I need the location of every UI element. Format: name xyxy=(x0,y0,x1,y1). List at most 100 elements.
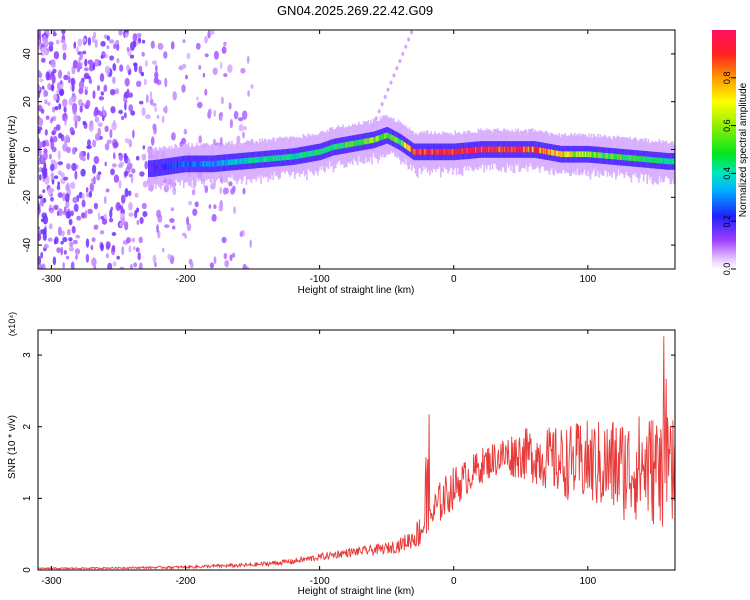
spectrogram-noise-cell xyxy=(87,59,94,65)
spectrogram-noise-cell xyxy=(85,253,90,263)
spectrogram-noise-cell xyxy=(92,164,97,174)
spectrogram-noise-cell xyxy=(54,106,59,111)
spectrogram-noise-cell xyxy=(181,137,187,145)
spectrogram-ridge-core xyxy=(406,143,408,150)
spectrogram-noise-cell xyxy=(76,215,82,221)
spectrogram-noise-cell xyxy=(62,262,65,269)
spectrogram-ridge-core xyxy=(318,149,320,155)
spectrogram-noise-cell xyxy=(38,229,42,236)
figure-title: GN04.2025.269.22.42.G09 xyxy=(277,3,433,18)
spectrogram-noise-cell xyxy=(128,190,132,197)
spectrogram-noise-cell xyxy=(38,174,42,181)
spectrogram-ridge-core xyxy=(321,148,324,154)
spectrogram-ridge-core xyxy=(259,156,261,163)
spectrogram-ridge-core xyxy=(185,161,187,167)
spectrogram-noise-cell xyxy=(52,68,57,74)
spectrogram-noise-cell xyxy=(50,59,56,68)
spectrogram-ridge-core xyxy=(251,157,254,164)
spectrogram-noise-cell xyxy=(233,206,237,215)
spectrogram-noise-cell xyxy=(64,206,67,213)
spectrogram-ridge-core xyxy=(471,147,473,154)
spectrogram-ridge-core xyxy=(393,135,395,142)
spectrogram-noise-cell xyxy=(220,114,223,121)
spectrogram-noise-cell xyxy=(75,254,78,260)
spectrogram-ridge-core xyxy=(660,157,663,164)
spectrogram-noise-cell xyxy=(109,89,116,96)
spectrogram-noise-cell xyxy=(78,80,85,90)
spectrogram-noise-cell xyxy=(124,101,127,111)
spectrogram-noise-cell xyxy=(108,39,115,44)
spectrogram-noise-cell xyxy=(91,257,97,267)
spectrogram-ridge-core xyxy=(233,159,236,165)
spectrogram-noise-cell xyxy=(114,88,120,95)
spectrogram-noise-cell xyxy=(152,123,157,131)
spectrogram-ridge-core xyxy=(478,146,481,153)
spectrogram-ridge-core xyxy=(179,161,181,168)
spectrogram-ridge-core xyxy=(601,152,604,159)
spectrogram-ridge-core xyxy=(533,146,535,153)
spectrogram-streak-cell xyxy=(374,116,378,121)
spectrogram-noise-cell xyxy=(69,241,74,248)
spectrogram-ridge-core xyxy=(325,147,327,153)
spectrogram-ridge-core xyxy=(559,151,562,157)
spectrogram-ridge-core xyxy=(172,162,174,169)
spectrogram-noise-cell xyxy=(42,197,47,203)
spectrogram-ridge-core xyxy=(244,158,247,164)
x-tick-label: -100 xyxy=(310,274,330,285)
spectrogram-ridge-core xyxy=(208,161,210,167)
spectrogram-ridge-core xyxy=(656,157,658,164)
spectrogram-noise-cell xyxy=(111,244,116,252)
spectrogram-noise-cell xyxy=(68,246,74,252)
y-tick-label: 20 xyxy=(22,96,33,108)
spectrogram-noise-cell xyxy=(82,50,87,55)
spectrogram-noise-cell xyxy=(49,118,53,124)
spectrogram-noise-cell xyxy=(41,167,47,174)
spectrogram-noise-cell xyxy=(194,201,199,208)
spectrogram-ridge-core xyxy=(524,146,527,153)
spectrogram-noise-cell xyxy=(134,192,139,198)
spectrogram-noise-cell xyxy=(128,104,134,112)
spectrogram-noise-cell xyxy=(128,245,132,253)
spectrogram-ridge-core xyxy=(288,154,290,160)
spectrogram-streak-cell xyxy=(377,109,381,114)
spectrogram-ridge-core xyxy=(619,154,622,160)
spectrogram-ridge-core xyxy=(466,147,469,154)
spectrogram-ridge-core xyxy=(553,150,556,156)
spectrogram-noise-cell xyxy=(220,96,224,105)
spectrogram-noise-cell xyxy=(85,99,91,107)
spectrogram-ridge-core xyxy=(431,149,434,155)
spectrogram-noise-cell xyxy=(68,237,73,242)
spectrogram-noise-cell xyxy=(109,129,113,139)
spectrogram-ridge-core xyxy=(327,146,330,152)
spectrogram-ridge-core xyxy=(430,149,432,155)
spectrogram-noise-cell xyxy=(223,73,228,78)
spectrogram-noise-cell xyxy=(169,218,175,223)
snr-frame xyxy=(37,329,676,571)
spectrogram-noise-cell xyxy=(125,237,131,244)
spectrogram-ridge-core xyxy=(411,147,413,153)
spectrogram-noise-cell xyxy=(38,203,41,212)
spectrogram-ridge-core xyxy=(669,158,671,165)
spectrogram-noise-cell xyxy=(106,45,110,50)
spectrogram-ridge-core xyxy=(265,156,267,162)
spectrogram-noise-cell xyxy=(93,110,98,117)
spectrogram-noise-cell xyxy=(61,30,66,35)
spectrogram-noise-cell xyxy=(60,246,63,256)
spectrogram-noise-cell xyxy=(85,187,89,193)
spectrogram-ridge-core xyxy=(625,154,628,161)
spectrogram-noise-cell xyxy=(130,111,134,116)
spectrogram-noise-cell xyxy=(112,76,116,85)
spectrogram-noise-cell xyxy=(80,168,86,177)
spectrogram-ridge-core xyxy=(253,157,255,164)
spectrogram-ridge-core xyxy=(647,156,650,163)
spectrogram-noise-cell xyxy=(65,255,70,260)
spectrogram-noise-cell xyxy=(48,41,54,46)
spectrogram-ridge-core xyxy=(412,148,414,154)
spectrogram-ridge-core xyxy=(472,147,475,153)
spectrogram-ridge-core xyxy=(423,149,425,155)
spectrogram-noise-cell xyxy=(240,67,246,74)
spectrogram-ridge-core xyxy=(504,146,506,153)
spectrogram-noise-cell xyxy=(224,259,230,268)
spectrogram-noise-cell xyxy=(167,253,172,260)
spectrogram-ridge-core xyxy=(227,159,230,166)
